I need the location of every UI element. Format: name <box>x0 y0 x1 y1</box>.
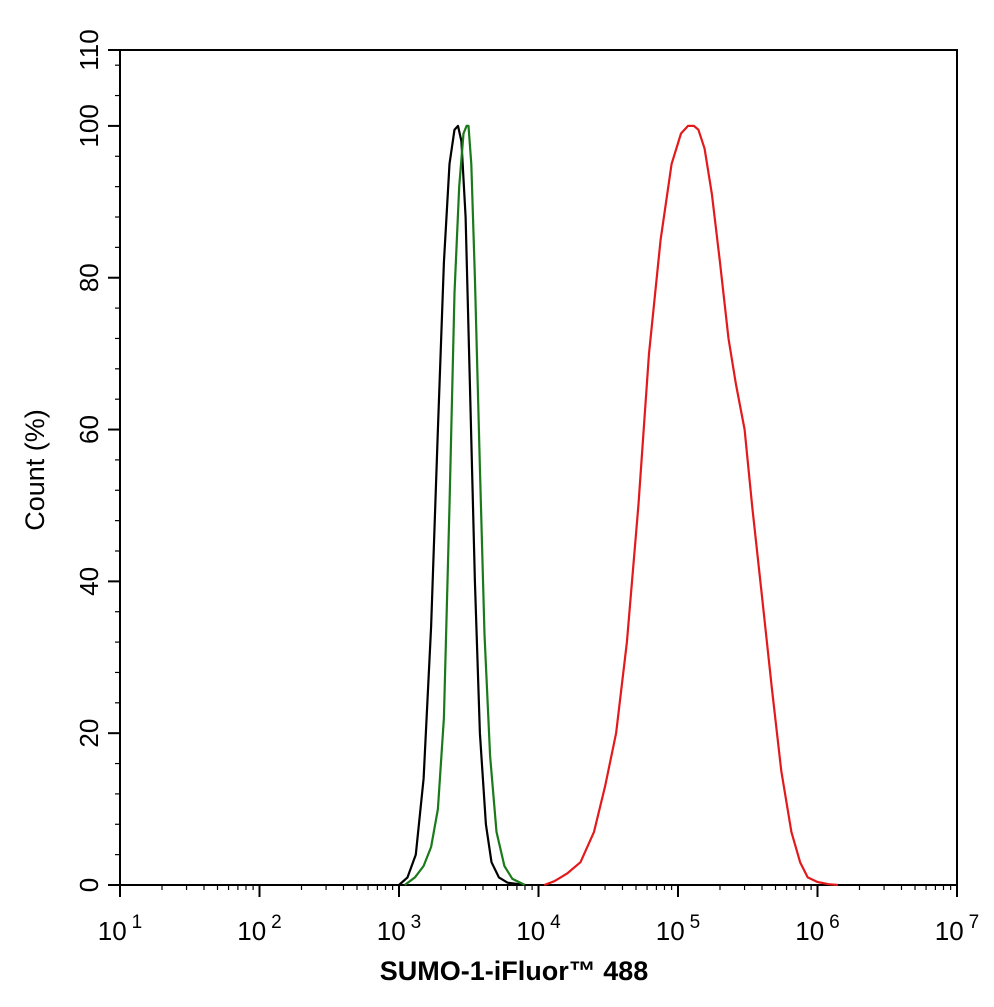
y-tick-label: 80 <box>74 263 104 292</box>
x-tick-label: 10 3 <box>377 912 422 946</box>
y-axis: 0 20 40 60 80 100 110 <box>74 29 120 892</box>
x-tick-label: 10 2 <box>237 912 282 946</box>
x-tick-label: 10 7 <box>935 912 980 946</box>
y-axis-title: Count (%) <box>20 409 50 531</box>
y-tick-label: 110 <box>74 29 104 70</box>
x-tick-label: 10 5 <box>656 912 701 946</box>
plot-border <box>119 49 958 886</box>
x-tick-label: 10 1 <box>98 912 143 946</box>
y-tick-label: 60 <box>74 415 104 444</box>
x-axis: 10 1 10 2 10 3 10 4 10 5 10 6 10 7 <box>98 885 980 946</box>
series-line-3 <box>543 124 838 887</box>
x-tick-label: 10 6 <box>795 912 840 946</box>
plot-frame <box>119 49 958 886</box>
y-tick-label: 100 <box>74 104 104 147</box>
y-tick-label: 20 <box>74 719 104 748</box>
series-line-2 <box>404 124 526 886</box>
series-layer <box>398 124 838 887</box>
y-tick-label: 40 <box>74 567 104 596</box>
x-tick-label: 10 4 <box>516 912 561 946</box>
series-line-1 <box>398 124 526 887</box>
x-axis-title: SUMO-1-iFluor™ 488 <box>380 956 649 986</box>
y-tick-label: 0 <box>74 878 104 892</box>
